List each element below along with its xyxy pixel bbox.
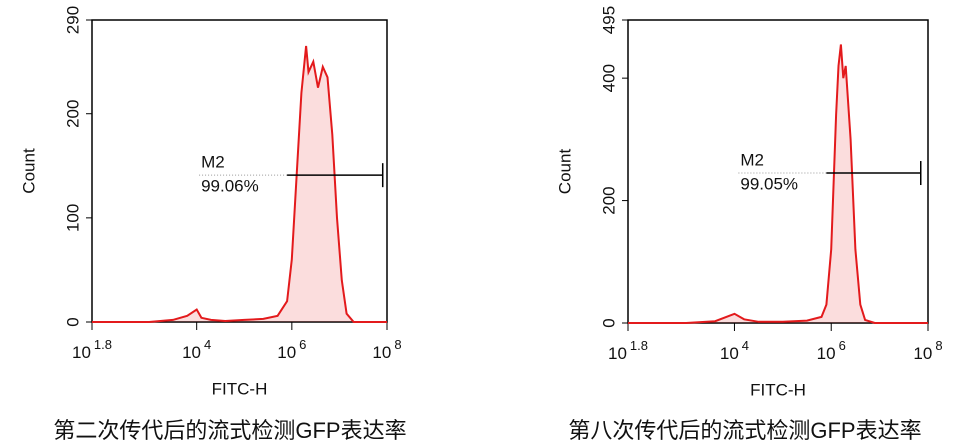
y-tick-label: 0 [599,318,618,327]
histogram-fill [627,44,928,323]
caption: 第二次传代后的流式检测GFP表达率 [53,418,406,443]
y-tick-label: 100 [63,204,82,232]
x-tick-label: 10 6 [817,338,846,363]
y-axis-label: Count [19,148,38,194]
x-axis-label: FITC-H [750,380,806,399]
x-axis-label: FITC-H [212,379,268,398]
y-tick-label: 200 [63,100,82,128]
y-axis-label: Count [555,149,574,195]
x-tick-label: 10 4 [182,337,211,362]
gate-percent: 99.05% [740,175,798,194]
x-tick-label: 10 6 [277,337,306,362]
caption: 第八次传代后的流式检测GFP表达率 [568,418,921,443]
histogram-line [628,44,928,324]
y-tick-label: 200 [599,186,618,214]
y-tick-label: 290 [63,6,82,34]
histogram-fill [91,46,388,322]
gate-label: M2 [201,153,225,172]
gate-label: M2 [740,151,764,170]
y-tick-label: 400 [599,64,618,92]
histogram-line [92,45,387,323]
y-tick-label: 495 [599,6,618,34]
x-tick-label: 10 8 [913,338,942,363]
x-tick-label: 10 4 [720,338,749,363]
x-tick-label: 10 8 [372,337,401,362]
y-tick-label: 0 [63,317,82,326]
x-tick-label: 10 1.8 [72,337,112,362]
x-tick-label: 10 1.8 [608,338,648,363]
gate-percent: 99.06% [201,177,259,196]
plot-frame [91,19,388,323]
plot-frame [627,19,929,324]
